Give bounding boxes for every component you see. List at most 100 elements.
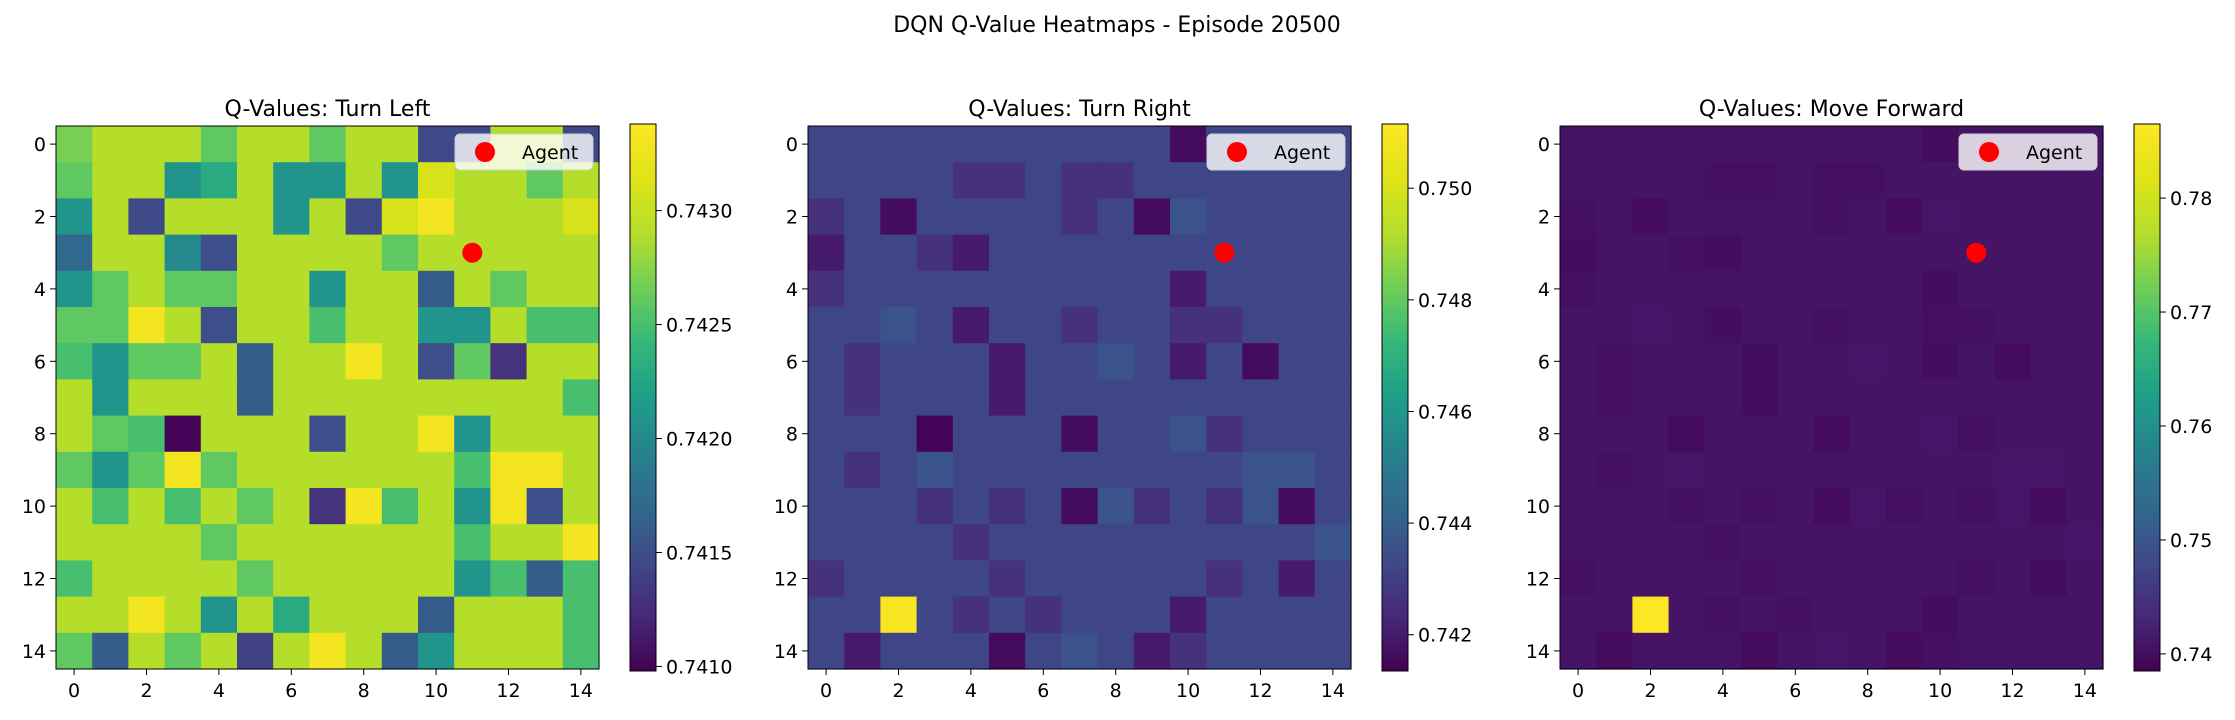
heatmap-cell [1242, 451, 1280, 489]
heatmap-cell [56, 524, 93, 561]
heatmap-cell [1278, 488, 1316, 525]
heatmap-cell [1278, 632, 1316, 670]
heatmap-cell [1885, 488, 1923, 525]
heatmap-cell [309, 126, 347, 163]
heatmap-cell [1133, 198, 1171, 236]
panel-title: Q-Values: Turn Left [225, 97, 431, 122]
heatmap-cell [880, 162, 918, 199]
heatmap-cell [418, 451, 455, 489]
x-tick-label: 12 [496, 680, 520, 702]
heatmap-cell [454, 307, 491, 344]
heatmap-cell [128, 234, 166, 272]
heatmap-cell [454, 524, 491, 561]
heatmap-cell [273, 234, 310, 272]
heatmap-cell [381, 343, 419, 380]
heatmap-cell [1994, 524, 2032, 561]
heatmap-cell [1242, 596, 1280, 634]
heatmap-cell [1170, 451, 1207, 489]
heatmap-cell [381, 632, 419, 670]
heatmap-cell [2030, 632, 2068, 670]
heatmap-cell [1596, 415, 1633, 453]
heatmap-cell [1741, 415, 1778, 453]
heatmap-cell [345, 632, 383, 670]
heatmap-cell [1170, 198, 1207, 236]
colorbar: 0.742 0.744 0.746 0.748 0.750 [1381, 123, 1472, 672]
heatmap-cell [1133, 488, 1171, 525]
heatmap-cell [1061, 234, 1099, 272]
heatmap-cell [454, 198, 491, 236]
heatmap-cell [418, 560, 455, 598]
heatmap-cell [164, 162, 202, 199]
heatmap-cell [1704, 560, 1742, 598]
heatmap-cell [1741, 126, 1778, 163]
heatmap-cell [1025, 560, 1062, 598]
heatmap-cell [273, 307, 310, 344]
heatmap-cell [1206, 488, 1243, 525]
heatmap-cell [309, 415, 347, 453]
y-tick-label: 0 [1538, 134, 1550, 156]
heatmap-cell [1813, 307, 1851, 344]
heatmap-cell [1741, 632, 1778, 670]
y-tick-label: 6 [1538, 351, 1550, 373]
heatmap-cell [808, 451, 845, 489]
heatmap-cell [1849, 162, 1887, 199]
heatmap-cell [92, 198, 129, 236]
heatmap-cell [1813, 343, 1851, 380]
heatmap-cell [562, 270, 600, 308]
x-tick-label: 0 [68, 680, 80, 702]
heatmap-cell [418, 524, 455, 561]
heatmap-cell [952, 451, 990, 489]
colorbar-tick-label: 0.7425 [666, 315, 732, 337]
x-tick-label: 4 [1717, 680, 1729, 702]
heatmap-cell [1061, 307, 1099, 344]
heatmap-cell [952, 560, 990, 598]
heatmap-cell [1061, 451, 1099, 489]
heatmap-panel-2: Q-Values: Turn Right 0 2 4 6 8 10 12 14 0 2 4 6 8 10 12… [774, 97, 1473, 702]
heatmap-cell [1704, 451, 1742, 489]
heatmap-cell [1596, 488, 1633, 525]
heatmap-cell [880, 126, 918, 163]
heatmap-cell [1849, 307, 1887, 344]
heatmap-cell [1922, 343, 1959, 380]
heatmap-cell [92, 632, 129, 670]
heatmap-cell [273, 415, 310, 453]
heatmap-cell [989, 596, 1026, 634]
heatmap-cell [1632, 415, 1670, 453]
heatmap-cell [164, 488, 202, 525]
heatmap-cell [56, 162, 93, 199]
heatmap-cell [1777, 488, 1814, 525]
heatmap-cell [56, 198, 93, 236]
heatmap-cell [1813, 126, 1851, 163]
heatmap-cell [2066, 198, 2104, 236]
heatmap-cell [237, 488, 274, 525]
heatmap-cell [128, 488, 166, 525]
heatmap-cell [128, 524, 166, 561]
heatmap-cell [1922, 596, 1959, 634]
heatmap-cell [1922, 126, 1959, 163]
y-tick-label: 14 [22, 641, 46, 663]
heatmap-cell [1025, 488, 1062, 525]
heatmap-cell [916, 343, 954, 380]
heatmap-cell [1704, 234, 1742, 272]
heatmap-cell [2066, 415, 2104, 453]
heatmap-cell [200, 379, 238, 417]
heatmap-cell [952, 198, 990, 236]
heatmap-cell [1278, 198, 1316, 236]
heatmap-cell [1025, 198, 1062, 236]
colorbar: 0.74 0.75 0.76 0.77 0.78 [2133, 123, 2212, 672]
heatmap-cell [1278, 270, 1316, 308]
heatmap-cell [1560, 560, 1597, 598]
heatmap-cell [1278, 415, 1316, 453]
y-tick-label: 2 [786, 207, 798, 229]
heatmap-cell [345, 379, 383, 417]
heatmap-cell [2030, 451, 2068, 489]
heatmap-cell [237, 198, 274, 236]
heatmap-cell [381, 198, 419, 236]
heatmap-cell [1668, 596, 1706, 634]
heatmap-cell [844, 307, 881, 344]
colorbar: 0.7410 0.7415 0.7420 0.7425 0.7430 [629, 123, 732, 678]
heatmap-cell [1777, 307, 1814, 344]
heatmap-cell [200, 307, 238, 344]
heatmap-cell [1560, 162, 1597, 199]
heatmap-cell [2030, 307, 2068, 344]
